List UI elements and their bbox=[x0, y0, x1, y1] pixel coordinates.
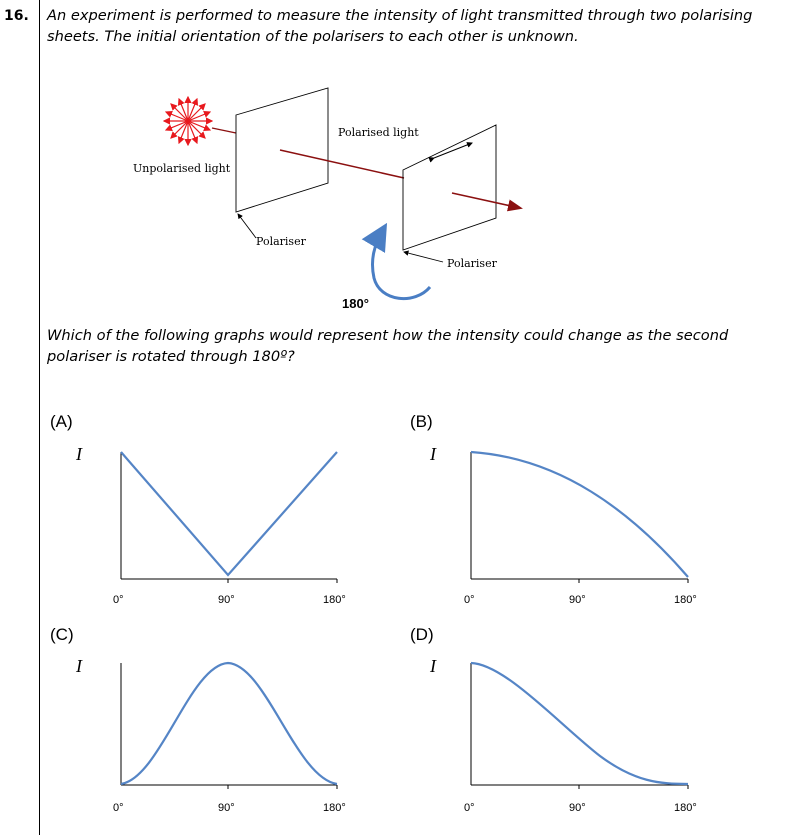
graph-a bbox=[120, 451, 338, 583]
polarised-label: Polarised light bbox=[338, 126, 419, 139]
graph-b-tick-0-label: 0° bbox=[464, 594, 475, 606]
option-b-label: (B) bbox=[410, 412, 433, 431]
graph-b-tick-180-label: 180° bbox=[674, 594, 697, 606]
unpolarised-light-source bbox=[162, 95, 214, 147]
beam-segment-3 bbox=[451, 192, 523, 212]
graph-a-tick-0-label: 0° bbox=[113, 594, 124, 606]
margin-rule bbox=[39, 0, 40, 835]
graph-d-curve bbox=[470, 661, 689, 786]
polariser-1-label: Polariser bbox=[256, 235, 307, 248]
polariser-2-sheet bbox=[402, 124, 497, 251]
polariser-2-label: Polariser bbox=[447, 257, 498, 270]
graph-c-tick-90-label: 90° bbox=[218, 802, 235, 814]
rotation-label: 180° bbox=[342, 296, 369, 311]
graph-d bbox=[470, 661, 689, 789]
option-c-axis-symbol: I bbox=[75, 656, 83, 676]
option-d-axis-symbol: I bbox=[429, 656, 437, 676]
option-a-axis-symbol: I bbox=[75, 444, 83, 464]
option-b-axis-symbol: I bbox=[429, 444, 437, 464]
graph-c bbox=[120, 661, 338, 789]
graph-c-tick-180-label: 180° bbox=[323, 802, 346, 814]
beam-segment-2 bbox=[279, 149, 405, 179]
rotation-arrow bbox=[361, 222, 432, 301]
graph-c-tick-0-label: 0° bbox=[113, 802, 124, 814]
graph-a-tick-90-label: 90° bbox=[218, 594, 235, 606]
graph-b bbox=[470, 450, 689, 583]
graph-b-tick-90-label: 90° bbox=[569, 594, 586, 606]
unpolarised-label: Unpolarised light bbox=[133, 162, 231, 175]
graph-a-curve bbox=[120, 451, 338, 577]
graph-c-curve bbox=[120, 661, 338, 786]
polariser-2-pointer bbox=[403, 250, 444, 263]
polariser-1-pointer bbox=[237, 213, 257, 239]
question-number: 16. bbox=[4, 8, 29, 24]
graph-d-tick-0-label: 0° bbox=[464, 802, 475, 814]
graph-b-curve bbox=[470, 450, 689, 578]
option-a-label: (A) bbox=[50, 412, 73, 431]
option-d-label: (D) bbox=[410, 625, 434, 644]
beam-segment-1 bbox=[211, 127, 237, 134]
question-intro: An experiment is performed to measure th… bbox=[47, 7, 753, 45]
question-prompt: Which of the following graphs would repr… bbox=[47, 327, 729, 365]
graph-d-tick-90-label: 90° bbox=[569, 802, 586, 814]
polarisation-axis-arrow bbox=[428, 142, 473, 163]
polariser-1-sheet bbox=[235, 87, 329, 213]
graph-d-tick-180-label: 180° bbox=[674, 802, 697, 814]
graph-a-tick-180-label: 180° bbox=[323, 594, 346, 606]
option-c-label: (C) bbox=[50, 625, 74, 644]
